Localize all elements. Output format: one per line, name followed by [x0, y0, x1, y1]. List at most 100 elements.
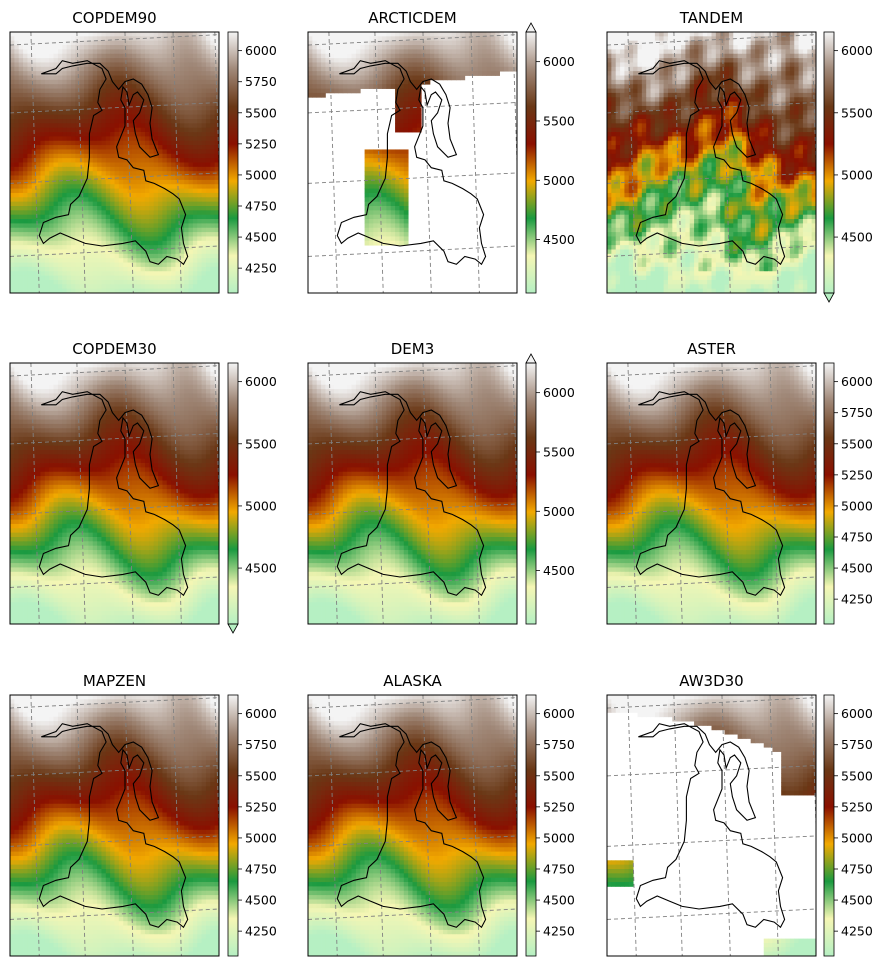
heatmap-cell: [162, 40, 168, 46]
heatmap-cell: [210, 171, 216, 176]
heatmap-cell: [205, 84, 211, 89]
heatmap-cell: [667, 45, 673, 50]
heatmap-cell: [377, 149, 383, 155]
heatmap-cell: [153, 53, 159, 59]
heatmap-cell: [197, 201, 202, 207]
heatmap-cell: [171, 79, 176, 85]
heatmap-cell: [399, 219, 405, 224]
heatmap-cell: [334, 45, 339, 50]
heatmap-cell: [40, 288, 46, 293]
heatmap-cell: [49, 123, 54, 129]
heatmap-cell: [158, 53, 163, 59]
heatmap-cell: [210, 227, 216, 233]
heatmap-cell: [188, 175, 194, 181]
heatmap-cell: [364, 214, 370, 220]
heatmap-cell: [10, 140, 15, 146]
heatmap-cell: [759, 136, 765, 142]
heatmap-cell: [114, 201, 120, 207]
heatmap-cell: [49, 58, 54, 63]
heatmap-cell: [92, 262, 98, 268]
heatmap-cell: [746, 49, 752, 55]
heatmap-cell: [451, 32, 457, 37]
heatmap-cell: [162, 62, 168, 68]
heatmap-cell: [105, 101, 111, 107]
heatmap-cell: [750, 36, 756, 42]
heatmap-cell: [158, 88, 163, 94]
heatmap-cell: [368, 210, 374, 216]
heatmap-cell: [101, 288, 107, 293]
heatmap-cell: [667, 132, 673, 137]
heatmap-cell: [197, 140, 202, 146]
heatmap-cell: [66, 132, 72, 137]
heatmap-cell: [368, 219, 374, 224]
heatmap-cell: [75, 132, 81, 137]
heatmap-cell: [197, 66, 202, 72]
heatmap-cell: [663, 119, 669, 124]
heatmap-cell: [214, 158, 219, 163]
heatmap-cell: [144, 219, 150, 224]
heatmap-cell: [153, 262, 159, 268]
heatmap-cell: [62, 279, 67, 285]
heatmap-cell: [114, 66, 120, 72]
heatmap-cell: [31, 71, 37, 76]
heatmap-cell: [153, 84, 159, 89]
heatmap-cell: [44, 253, 50, 259]
heatmap-cell: [70, 266, 76, 272]
heatmap-cell: [395, 175, 400, 181]
heatmap-cell: [62, 210, 67, 216]
heatmap-cell: [395, 192, 400, 198]
heatmap-cell: [127, 136, 133, 142]
heatmap-cell: [101, 166, 107, 172]
heatmap-cell: [166, 253, 172, 259]
heatmap-cell: [162, 114, 168, 120]
heatmap-cell: [495, 45, 500, 50]
heatmap-cell: [118, 184, 124, 189]
heatmap-cell: [210, 88, 216, 94]
heatmap-cell: [364, 58, 370, 63]
heatmap-cell: [18, 240, 24, 246]
heatmap-cell: [715, 71, 721, 76]
heatmap-cell: [57, 184, 63, 189]
heatmap-cell: [114, 227, 120, 233]
heatmap-cell: [711, 62, 717, 68]
heatmap-cell: [179, 214, 185, 220]
heatmap-cell: [144, 53, 150, 59]
heatmap-cell: [395, 149, 400, 155]
heatmap-cell: [92, 166, 98, 172]
heatmap-cell: [92, 153, 98, 159]
heatmap-cell: [382, 158, 387, 163]
heatmap-cell: [512, 62, 517, 68]
heatmap-cell: [75, 262, 81, 268]
heatmap-cell: [201, 162, 207, 168]
heatmap-cell: [158, 166, 163, 172]
heatmap-cell: [377, 84, 383, 89]
heatmap-cell: [368, 40, 374, 46]
heatmap-cell: [382, 71, 387, 76]
heatmap-cell: [110, 149, 115, 155]
heatmap-cell: [663, 92, 669, 98]
heatmap-cell: [663, 58, 669, 63]
heatmap-cell: [166, 236, 172, 242]
heatmap-cell: [66, 36, 72, 42]
heatmap-cell: [395, 219, 400, 224]
heatmap-cell: [136, 271, 142, 276]
heatmap-cell: [192, 258, 198, 263]
heatmap-cell: [88, 114, 94, 120]
heatmap-cell: [162, 158, 168, 163]
heatmap-cell: [210, 62, 216, 68]
heatmap-cell: [807, 66, 813, 72]
heatmap-cell: [175, 119, 181, 124]
heatmap-cell: [27, 166, 33, 172]
heatmap-cell: [338, 40, 344, 46]
heatmap-cell: [118, 53, 124, 59]
heatmap-cell: [131, 79, 137, 85]
heatmap-cell: [27, 79, 33, 85]
heatmap-cell: [114, 149, 120, 155]
heatmap-cell: [197, 79, 202, 85]
heatmap-cell: [741, 36, 747, 42]
heatmap-cell: [720, 110, 725, 116]
heatmap-cell: [53, 253, 59, 259]
heatmap-cell: [667, 84, 673, 89]
heatmap-cell: [637, 105, 643, 111]
heatmap-cell: [166, 92, 172, 98]
